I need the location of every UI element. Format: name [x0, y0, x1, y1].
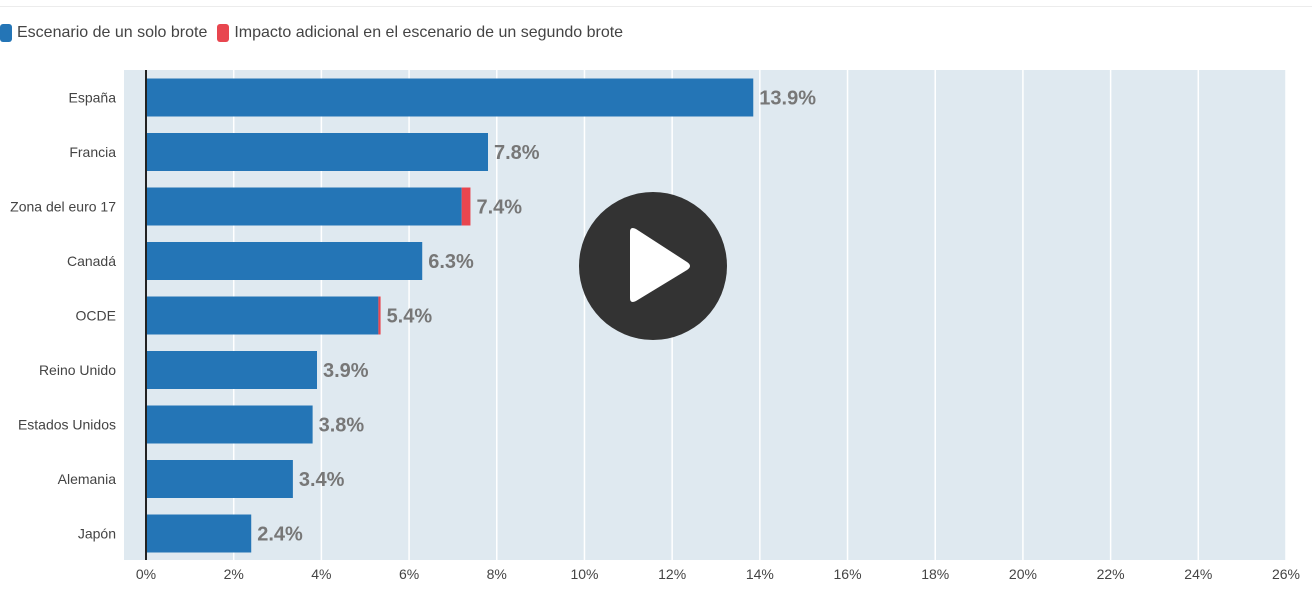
data-label: 5.4% [387, 306, 433, 328]
x-tick-label: 14% [746, 566, 774, 582]
play-button[interactable] [579, 192, 727, 340]
x-tick-label: 8% [487, 566, 507, 582]
x-tick-label: 24% [1184, 566, 1212, 582]
legend-label-second-outbreak: Impacto adicional en el escenario de un … [234, 24, 624, 41]
data-label: 3.4% [299, 469, 345, 491]
x-tick-label: 18% [921, 566, 949, 582]
x-tick-label: 4% [311, 566, 331, 582]
x-tick-label: 10% [570, 566, 598, 582]
category-label: Alemania [58, 471, 117, 487]
data-label: 3.9% [323, 360, 369, 382]
bar-single-outbreak [146, 78, 754, 117]
legend-swatch-second-outbreak [217, 24, 230, 42]
data-label: 6.3% [428, 251, 474, 273]
data-label: 7.8% [494, 142, 540, 164]
bar-single-outbreak [146, 133, 488, 171]
bar-single-outbreak [146, 296, 379, 335]
bar-single-outbreak [146, 460, 293, 498]
x-tick-label: 0% [136, 566, 156, 582]
category-label: España [69, 90, 117, 106]
data-label: 13.9% [759, 88, 816, 110]
category-label: Zona del euro 17 [10, 199, 116, 215]
category-label: Reino Unido [39, 362, 116, 378]
legend-item-single-outbreak[interactable]: Escenario de un solo brote [0, 24, 207, 42]
category-label: OCDE [76, 308, 116, 324]
bar-single-outbreak [146, 514, 252, 553]
data-label: 2.4% [257, 524, 303, 546]
x-tick-label: 16% [834, 566, 862, 582]
x-tick-label: 2% [224, 566, 244, 582]
top-divider [0, 6, 1312, 7]
category-label: Japón [78, 526, 116, 542]
x-tick-label: 20% [1009, 566, 1037, 582]
play-icon [630, 228, 690, 302]
category-label: Canadá [67, 253, 116, 269]
x-tick-label: 12% [658, 566, 686, 582]
bar-single-outbreak [146, 405, 313, 444]
data-label: 3.8% [319, 415, 365, 437]
x-tick-label: 6% [399, 566, 419, 582]
legend-swatch-single-outbreak [0, 24, 12, 42]
x-tick-label: 26% [1272, 566, 1300, 582]
bar-second-outbreak [378, 296, 381, 335]
legend-item-second-outbreak[interactable]: Impacto adicional en el escenario de un … [217, 24, 623, 42]
x-tick-label: 22% [1097, 566, 1125, 582]
category-label: Estados Unidos [18, 417, 116, 433]
bar-single-outbreak [146, 242, 423, 280]
bar-single-outbreak [146, 351, 317, 389]
data-label: 7.4% [476, 197, 522, 219]
bar-single-outbreak [146, 187, 462, 226]
legend-label-single-outbreak: Escenario de un solo brote [17, 24, 208, 41]
category-label: Francia [69, 144, 116, 160]
bar-second-outbreak [461, 187, 471, 226]
legend: Escenario de un solo brote Impacto adici… [0, 22, 633, 44]
